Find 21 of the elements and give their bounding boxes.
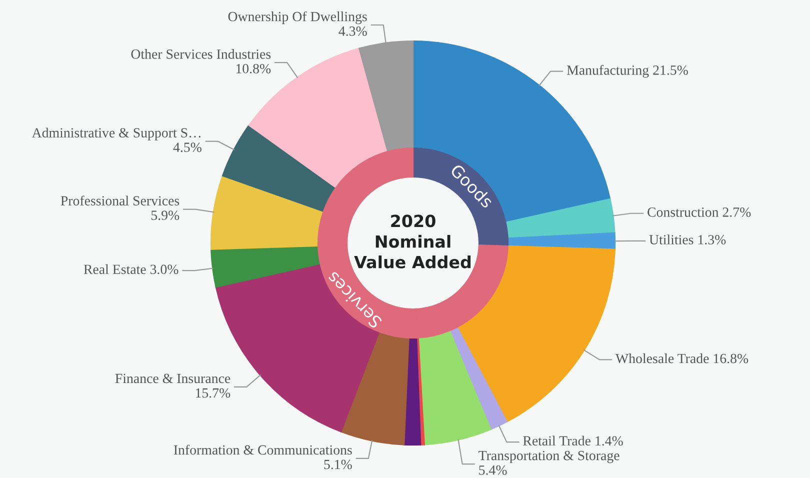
slice-label: Administrative & Support S…	[32, 128, 200, 140]
data-label: 5.4%	[479, 465, 507, 475]
data-label: 10.8%	[236, 64, 271, 74]
slice-label: Information & Communications	[174, 444, 352, 455]
data-label: 4.5%	[173, 142, 202, 152]
data-label: 4.3%	[338, 26, 367, 36]
data-label: 15.7%	[196, 388, 230, 398]
slice-label: Utilities 1.3%	[649, 234, 726, 244]
slice-label: Construction 2.7%	[648, 207, 751, 217]
data-label: 5.1%	[324, 460, 352, 470]
slice-label: Manufacturing 21.5%	[566, 64, 688, 78]
slice-label: Real Estate 3.0%	[84, 264, 178, 274]
slice-label: Ownership Of Dwellings	[228, 11, 367, 24]
text: 2020 Nominal Value Added	[354, 214, 471, 268]
slice-label: Transportation & Storage	[478, 450, 620, 464]
slice-label: Wholesale Trade 16.8%	[616, 353, 748, 364]
slice-label: Retail Trade 1.4%	[523, 436, 623, 446]
data-label: 5.9%	[151, 210, 180, 220]
slice-label: Professional Services	[60, 196, 180, 206]
slice-label: Finance & Insurance	[115, 374, 230, 384]
slice-label: Other Services Industries	[131, 49, 271, 59]
